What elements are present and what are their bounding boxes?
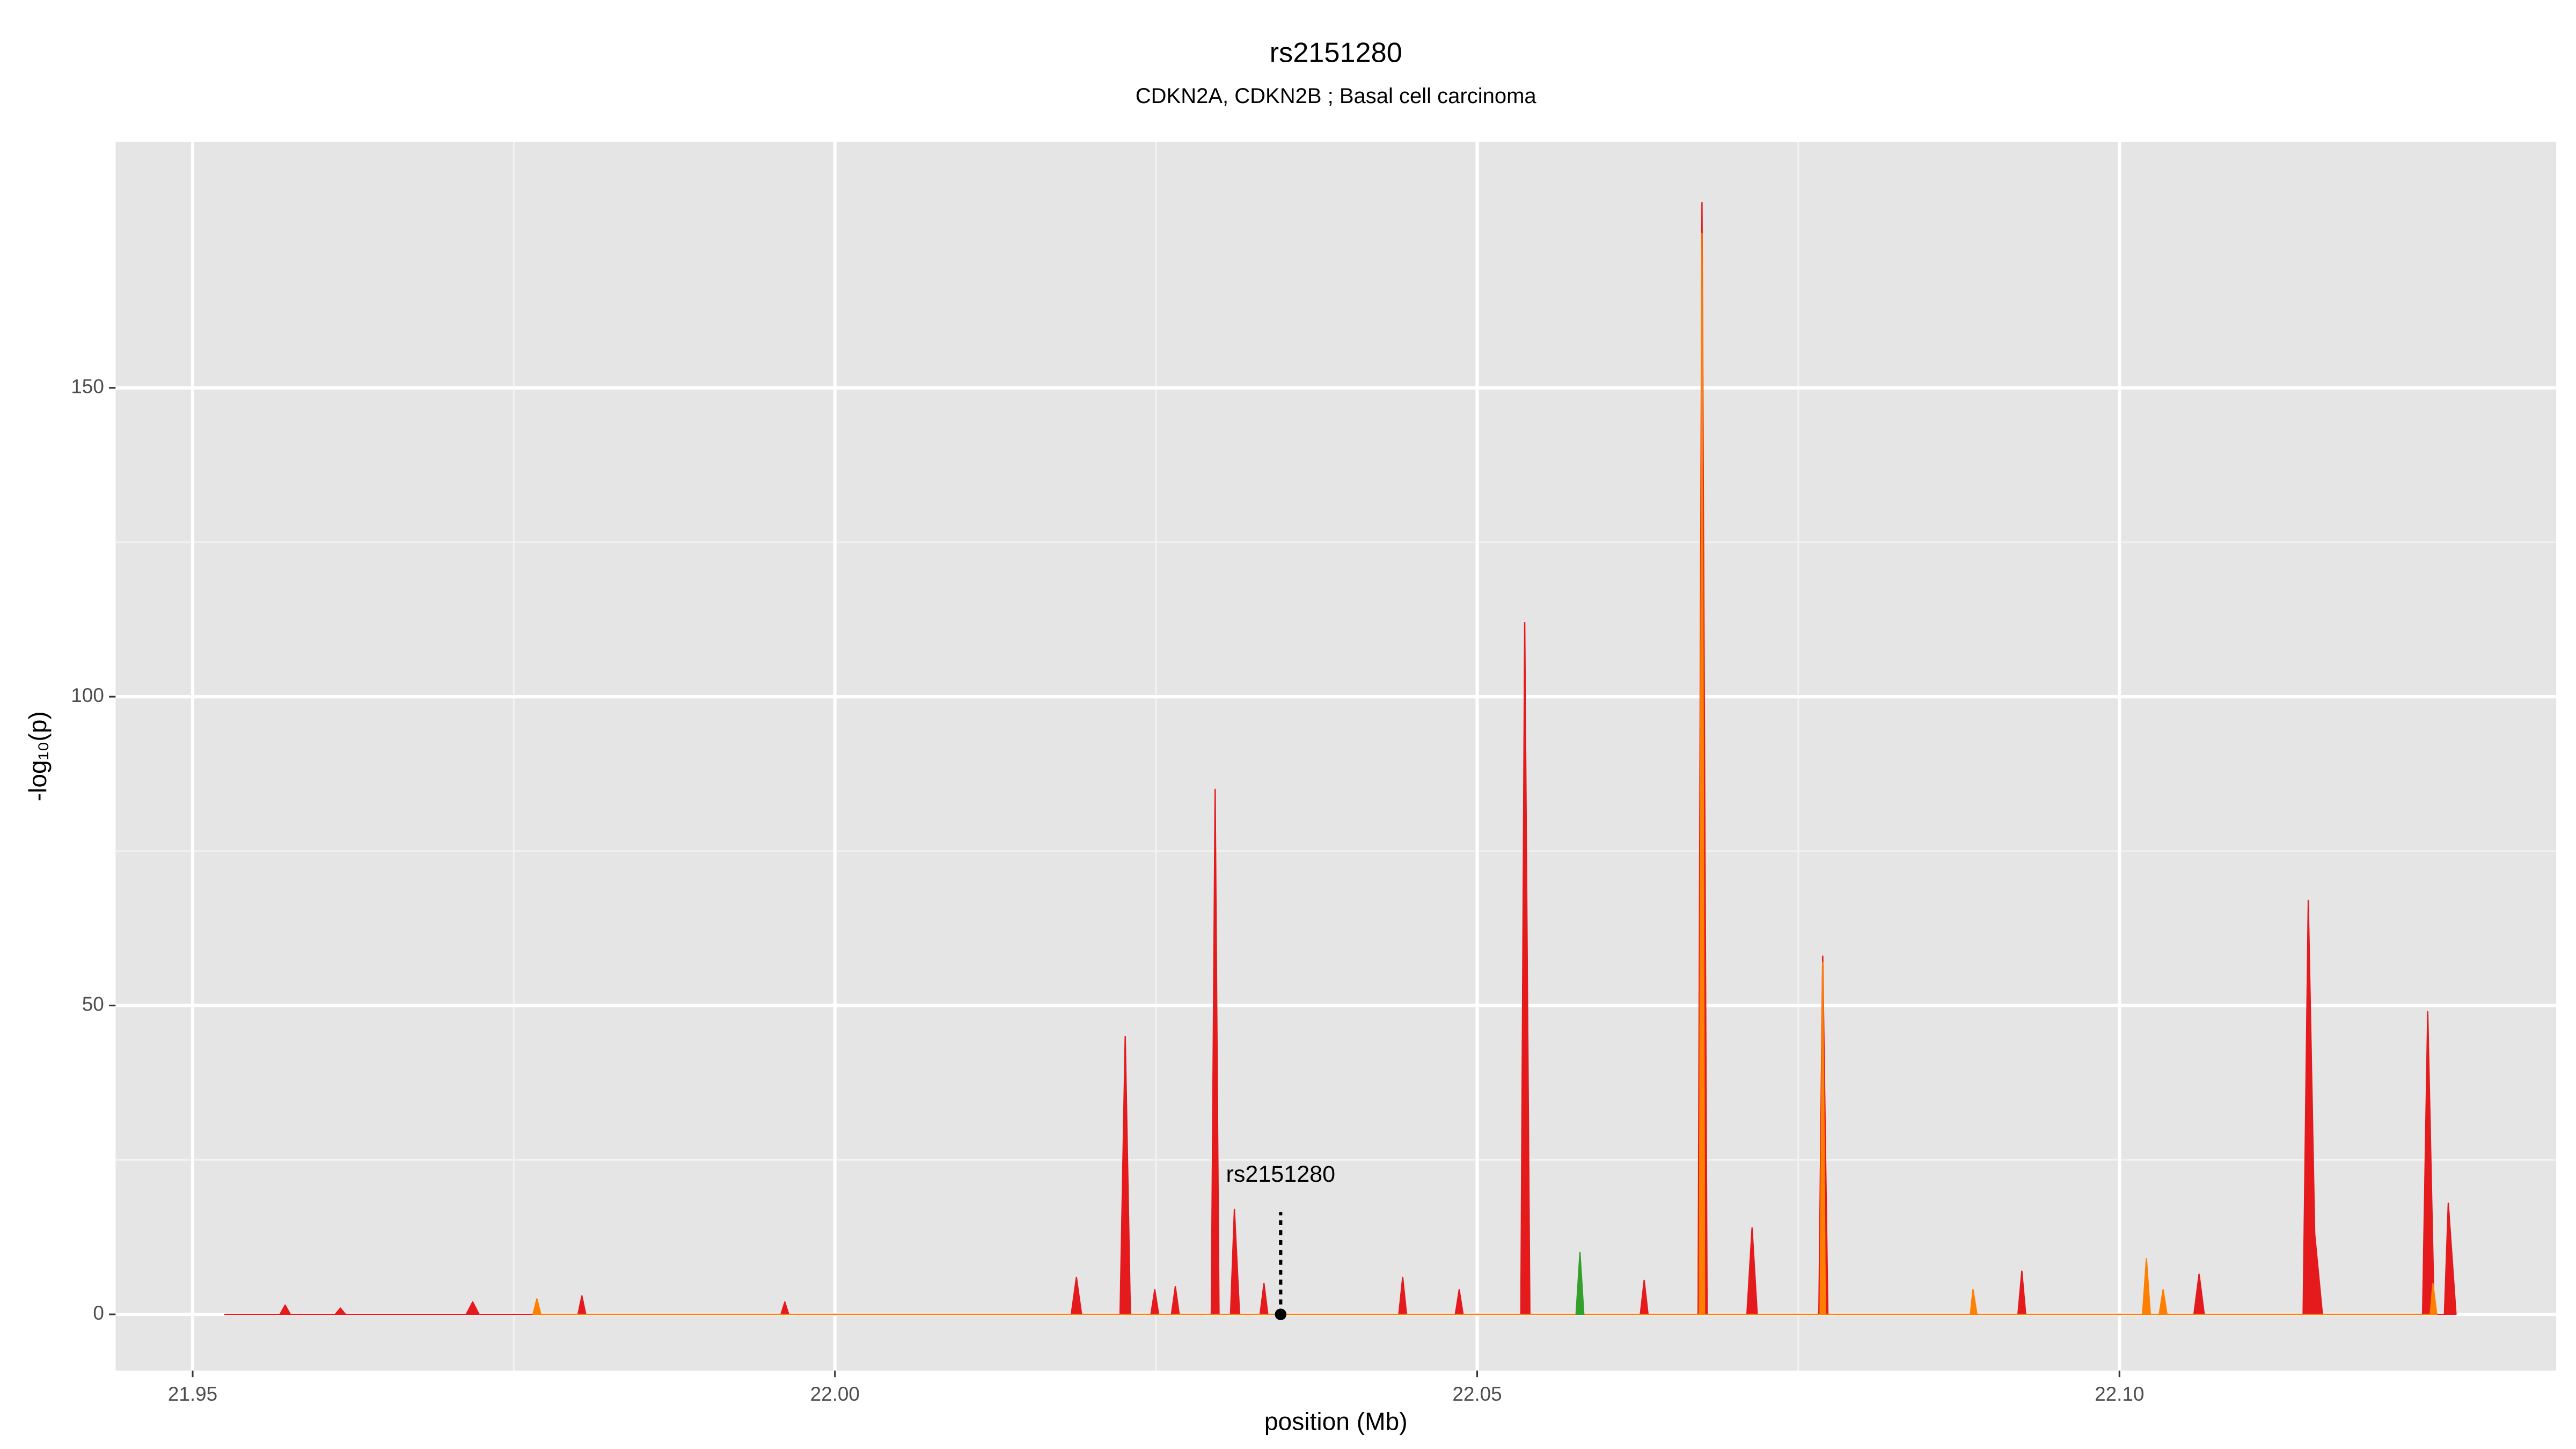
area [532, 232, 2438, 1315]
x-tick-label: 22.05 [1452, 1383, 1502, 1405]
annotation-label: rs2151280 [1226, 1161, 1336, 1187]
chart-subtitle: CDKN2A, CDKN2B ; Basal cell carcinoma [1136, 84, 1537, 108]
area [1575, 1252, 1585, 1315]
x-axis-label: position (Mb) [1264, 1407, 1408, 1435]
x-tick-label: 21.95 [168, 1383, 217, 1405]
y-tick-label: 50 [82, 993, 104, 1015]
x-tick-label: 22.00 [810, 1383, 860, 1405]
y-tick-label: 0 [93, 1302, 104, 1324]
y-axis-label: -log₁₀(p) [24, 711, 52, 801]
annotation-point [1275, 1308, 1287, 1320]
x-tick-label: 22.10 [2095, 1383, 2144, 1405]
y-tick-label: 100 [71, 684, 104, 706]
plot-panel [115, 142, 2557, 1371]
chart-title: rs2151280 [1270, 37, 1402, 68]
y-tick-label: 150 [71, 375, 104, 397]
